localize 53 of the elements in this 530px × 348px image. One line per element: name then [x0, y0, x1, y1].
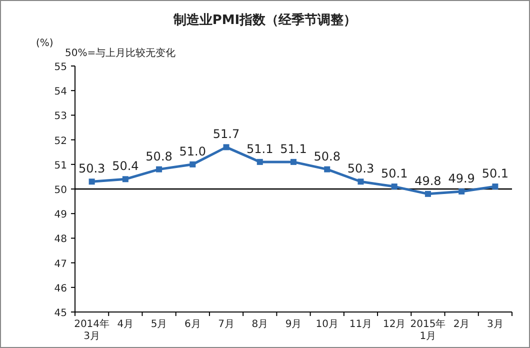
point	[156, 166, 162, 172]
y-tick-label: 49	[54, 210, 67, 221]
y-axis-title: (%)	[36, 38, 54, 49]
y-tick-label: 47	[54, 258, 67, 270]
point	[190, 161, 196, 168]
text: 50%=与上月比较无变化	[65, 47, 176, 59]
x-tick-label: 2月	[453, 319, 470, 330]
point	[88, 178, 95, 185]
y-tick-label: 46	[54, 283, 67, 294]
y-tick-label: 51	[54, 160, 67, 172]
chart-title: 制造业PMI指数（经季节调整）	[172, 12, 357, 28]
data-label: 51.7	[212, 127, 240, 142]
x-tick-label: 9月	[285, 319, 302, 330]
point	[492, 184, 498, 190]
data-label: 51.0	[179, 144, 206, 158]
x-tick-label: 12月	[382, 319, 406, 330]
x-tick-label: 2015年 1月	[410, 318, 446, 342]
x-tick-label: 7月	[218, 319, 234, 330]
data-label: 50.1	[380, 166, 408, 181]
x-tick-label: 6月	[184, 319, 201, 330]
data-label: 49.9	[448, 171, 475, 186]
y-tick-label: 50	[54, 185, 67, 196]
data-label: 49.8	[414, 174, 442, 188]
point	[424, 190, 431, 197]
data-label: 50.8	[314, 149, 340, 164]
y-tick-label: 52	[54, 136, 67, 147]
x-tick-label: 8月	[252, 319, 268, 330]
data-label: 50.3	[78, 162, 106, 176]
data-label: 50.8	[146, 149, 172, 164]
y-tick-label: 45	[54, 308, 67, 319]
data-label: 50.1	[482, 166, 509, 181]
y-tick-label: 53	[54, 111, 67, 122]
x-tick-label: 2014年 3月	[74, 318, 110, 342]
point	[358, 178, 364, 185]
point	[290, 158, 296, 165]
x-tick-label: 5月	[150, 319, 168, 330]
y-tick-label: 55	[54, 62, 67, 73]
x-tick-label: 3月	[487, 319, 504, 330]
y-tick-label: 48	[54, 234, 67, 246]
point	[122, 176, 128, 182]
x-tick-label: 11月	[349, 319, 372, 330]
point	[324, 166, 330, 172]
y-tick-label: 54	[54, 86, 67, 98]
point	[223, 144, 230, 150]
point	[391, 184, 398, 190]
data-label: 50.4	[112, 159, 139, 174]
point	[256, 158, 263, 165]
data-label: 50.3	[347, 162, 374, 176]
x-tick-label: 4月	[117, 319, 134, 330]
data-label: 51.1	[246, 142, 274, 156]
x-tick-label: 10月	[316, 319, 338, 330]
data-label: 51.1	[280, 142, 307, 156]
point	[458, 188, 465, 194]
